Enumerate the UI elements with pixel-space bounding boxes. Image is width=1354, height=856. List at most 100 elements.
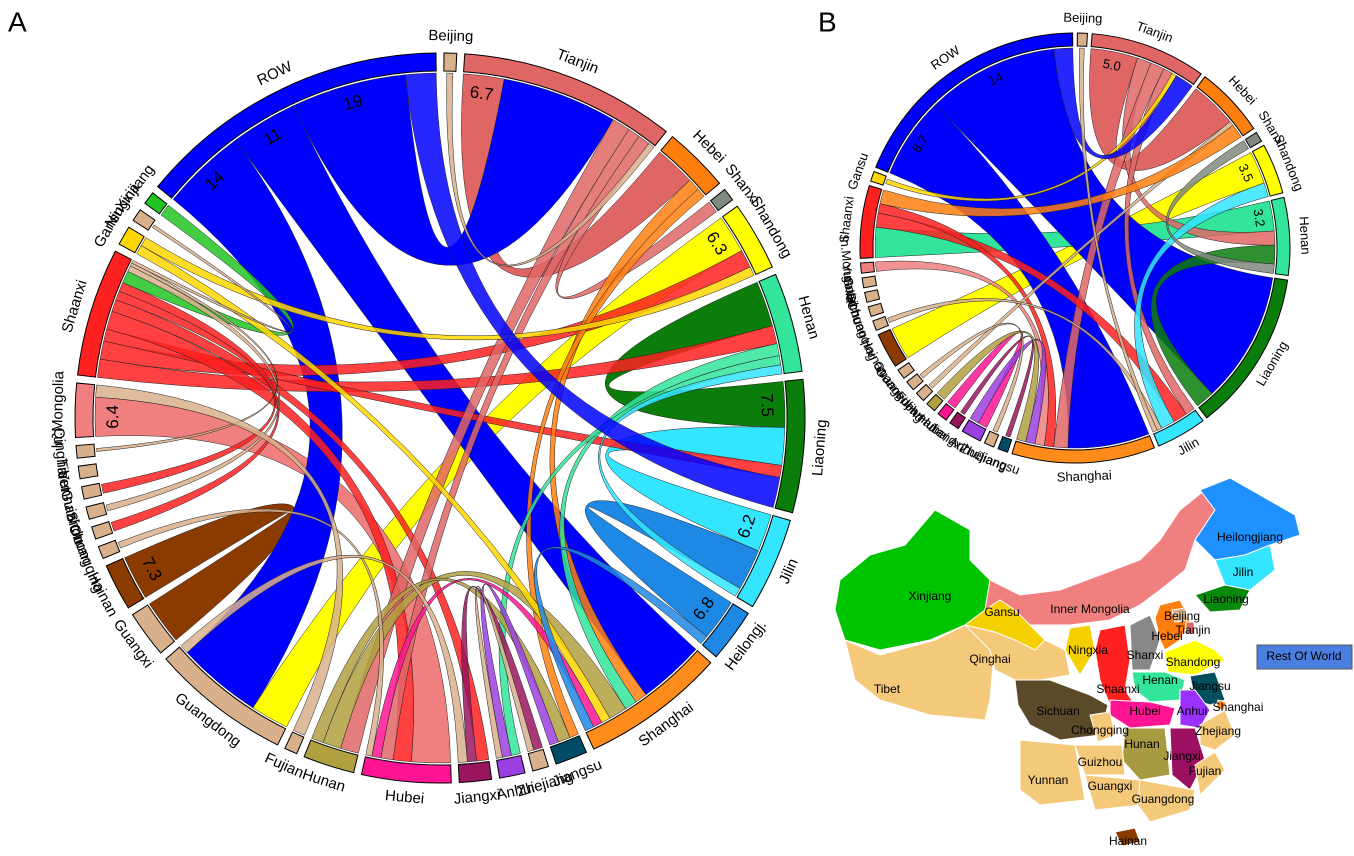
segment-label: Yunnan <box>839 262 861 308</box>
region <box>1089 711 1116 743</box>
region-label: Shanxi <box>1127 648 1164 662</box>
panel-label: A <box>8 6 27 37</box>
segment-arc <box>1196 75 1255 137</box>
segment-arc <box>157 52 437 199</box>
segment-arc <box>864 289 881 303</box>
ribbon <box>474 585 535 759</box>
region <box>844 624 996 721</box>
segment-arc <box>877 328 907 367</box>
segment-arc <box>131 604 176 654</box>
segment-arc <box>85 502 108 520</box>
region-label: Guangxi <box>1088 779 1133 793</box>
ribbon <box>1150 244 1276 407</box>
segment-arc <box>1076 32 1088 47</box>
region-label: Chongqing <box>1071 723 1129 737</box>
region <box>963 599 1046 651</box>
legend-label: Rest Of World <box>1266 649 1341 663</box>
segment-arc <box>105 557 145 609</box>
segment-arc <box>660 135 721 196</box>
region-label: Hainan <box>1109 834 1147 848</box>
ribbon <box>875 260 1049 446</box>
segment-label: Jilin <box>776 556 802 586</box>
region-label: Hebei <box>1151 629 1182 643</box>
ribbon <box>95 384 344 736</box>
segment-label: Henan <box>1296 216 1313 255</box>
flow-value-label: 3.5 <box>1235 161 1256 184</box>
segment-label: Shaanxi <box>59 278 91 335</box>
ribbons <box>874 47 1276 449</box>
segment-label: In.Mongolia <box>837 235 858 304</box>
region-label: Heilongjiang <box>1217 530 1283 544</box>
segment-arc <box>549 735 588 765</box>
ribbon <box>461 586 543 763</box>
flow-value-label: 5.0 <box>1102 56 1123 74</box>
segment-label: Fujian <box>262 750 306 782</box>
segment-arc <box>91 520 114 540</box>
ribbon <box>1134 182 1269 429</box>
ribbon <box>885 72 1177 202</box>
region <box>1129 614 1161 671</box>
ribbon <box>97 325 778 392</box>
segment-arc <box>915 383 934 402</box>
segment-label: Jilin <box>1175 434 1202 458</box>
ribbon <box>919 322 1024 433</box>
segment-arc <box>861 275 878 289</box>
ribbon <box>1053 62 1165 449</box>
region-label: Hubei <box>1129 704 1160 718</box>
segment-arc <box>897 361 915 379</box>
region-label: Qinghai <box>969 652 1010 666</box>
segment-arc <box>870 170 887 186</box>
flow-value-label: 6.4 <box>103 405 122 429</box>
segment-arc <box>585 649 712 750</box>
ribbon <box>340 119 630 754</box>
ribbon <box>605 426 786 552</box>
ribbon <box>585 500 759 637</box>
region-label: Xinjiang <box>909 589 952 603</box>
ribbon <box>380 128 640 761</box>
ribbon <box>405 72 781 508</box>
segment-arc <box>926 393 944 412</box>
chord-diagram: BeijingTianjinHebeiShanxiShandongHenanLi… <box>49 27 831 808</box>
segment-label: Gansu <box>844 151 871 192</box>
region-label: Zhejiang <box>1195 724 1241 738</box>
map: Tibet Qinghai Xinjiang Inner Mongolia Heilon… <box>834 477 1353 848</box>
segment-arc <box>721 205 773 276</box>
region-label: Gansu <box>984 605 1019 619</box>
ribbon <box>371 578 603 759</box>
region-label: Tibet <box>874 682 901 696</box>
segment-label: Liaoning <box>809 419 830 477</box>
ribbon <box>117 508 384 757</box>
segment-arc <box>360 756 452 784</box>
segment-arc <box>867 302 885 318</box>
region <box>1199 709 1236 751</box>
ribbon <box>111 299 490 762</box>
segment-arc <box>527 748 550 772</box>
ribbon <box>533 546 708 732</box>
region <box>1185 621 1196 635</box>
region-label: Jiangxi <box>1163 749 1200 763</box>
segment-arc <box>949 411 966 430</box>
segment-arc <box>774 378 806 514</box>
ribbon <box>598 364 783 597</box>
segment-arc <box>443 52 458 72</box>
segment-label: Shanghai <box>1057 467 1113 484</box>
ribbon <box>105 265 280 512</box>
region-label: Henan <box>1142 673 1177 687</box>
region-label: Shandong <box>1166 655 1221 669</box>
segment-label: Hunan <box>300 766 347 796</box>
ribbon <box>131 224 292 333</box>
ribbon <box>180 554 468 763</box>
segment-arc <box>859 261 875 274</box>
segment-arc <box>758 273 803 375</box>
flow-value-label: 7.5 <box>757 393 777 417</box>
segment-arc <box>1153 409 1204 447</box>
region-label: Beijing <box>1164 609 1200 623</box>
region <box>1064 624 1096 676</box>
region <box>1137 779 1196 823</box>
region <box>1171 607 1189 623</box>
region <box>1114 827 1141 847</box>
region <box>1164 639 1226 676</box>
segment-arc <box>132 209 156 231</box>
segment-label: ROW <box>254 58 295 90</box>
